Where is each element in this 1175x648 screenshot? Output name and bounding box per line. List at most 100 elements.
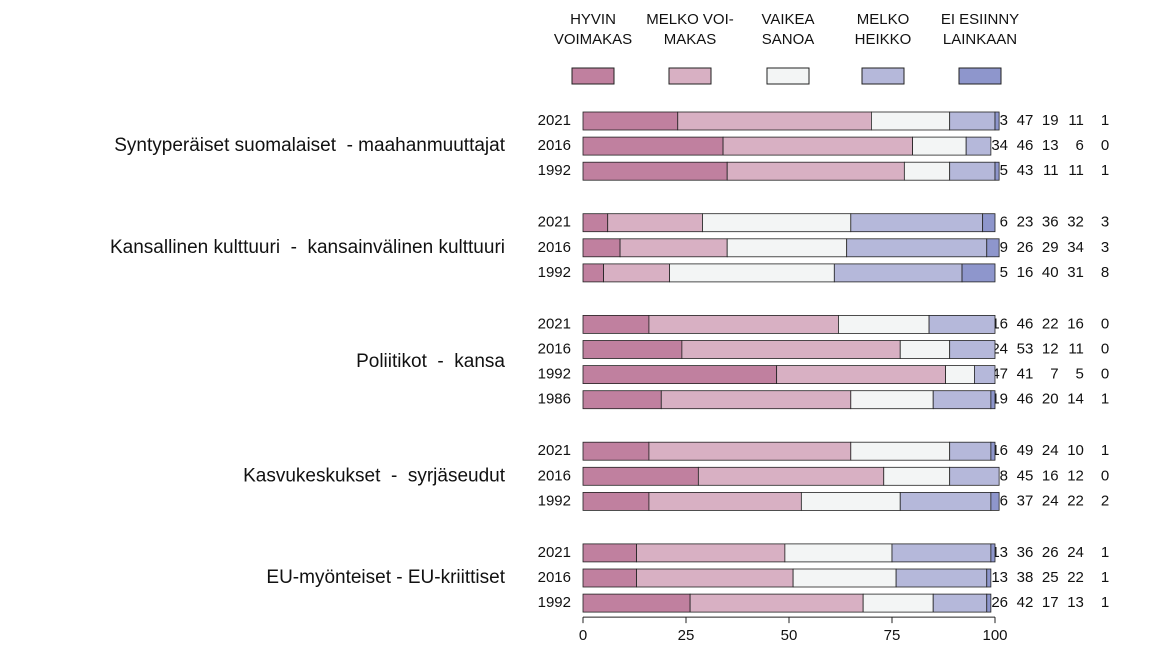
bar-segment bbox=[932, 593, 988, 613]
value-label: 3 bbox=[1101, 214, 1109, 231]
value-label: 24 bbox=[991, 340, 1008, 357]
bar-segment bbox=[648, 491, 802, 511]
bar-segment bbox=[949, 161, 996, 181]
legend-label: MELKO HEIKKO bbox=[854, 11, 912, 48]
x-tick-label: 75 bbox=[884, 627, 901, 644]
bar-segment bbox=[726, 238, 848, 258]
value-label: 26 bbox=[1017, 239, 1034, 256]
legend-label: HYVIN VOIMAKAS bbox=[553, 11, 633, 48]
bar-segment bbox=[636, 568, 794, 588]
group-label: Kansallinen kulttuuri - kansainvälinen k… bbox=[110, 237, 505, 258]
value-label: 46 bbox=[1017, 315, 1034, 332]
bar-segment bbox=[990, 441, 996, 461]
x-tick-label: 25 bbox=[678, 627, 695, 644]
value-label: 6 bbox=[1000, 214, 1008, 231]
bar-segment bbox=[982, 213, 996, 233]
bar-segment bbox=[681, 340, 901, 359]
group-label: Kasvukeskukset - syrjäseudut bbox=[243, 465, 506, 486]
bar-segment bbox=[850, 213, 984, 233]
value-label: 45 bbox=[1017, 467, 1034, 484]
value-label: 0 bbox=[1101, 467, 1109, 484]
legend-label: EI ESIINNY LAINKAAN bbox=[940, 11, 1020, 48]
value-label: 38 bbox=[1017, 569, 1034, 586]
value-label: 1 bbox=[1101, 569, 1109, 586]
bar-segment bbox=[986, 238, 1000, 258]
bar-segment bbox=[702, 213, 852, 233]
value-label: 34 bbox=[991, 137, 1008, 154]
year-label: 1992 bbox=[538, 366, 571, 383]
x-tick-label: 0 bbox=[579, 627, 587, 644]
bar-segment bbox=[582, 466, 699, 486]
value-label: 0 bbox=[1101, 366, 1109, 383]
year-label: 2021 bbox=[538, 112, 571, 129]
bar-segment bbox=[949, 340, 996, 359]
bar-segment bbox=[582, 161, 728, 181]
value-label: 3 bbox=[1101, 239, 1109, 256]
year-label: 2021 bbox=[538, 315, 571, 332]
bar-segment bbox=[961, 263, 996, 283]
bar-segment bbox=[648, 314, 839, 334]
bar-segment bbox=[994, 161, 1000, 181]
legend-swatch bbox=[571, 67, 615, 85]
value-label: 49 bbox=[1017, 442, 1034, 459]
bar-segment bbox=[850, 390, 934, 410]
bar-segment bbox=[838, 314, 930, 334]
bar-segment bbox=[582, 238, 621, 258]
value-label: 47 bbox=[1017, 112, 1034, 129]
year-label: 1992 bbox=[538, 264, 571, 281]
year-label: 2021 bbox=[538, 214, 571, 231]
bar-segment bbox=[974, 365, 996, 385]
bar-segment bbox=[582, 568, 637, 588]
bar-segment bbox=[582, 543, 637, 563]
bar-segment bbox=[726, 161, 905, 181]
value-label: 1 bbox=[1101, 391, 1109, 408]
bar-segment bbox=[582, 213, 609, 233]
bar-segment bbox=[990, 543, 996, 563]
value-label: 0 bbox=[1101, 137, 1109, 154]
value-label: 1 bbox=[1101, 594, 1109, 611]
bar-segment bbox=[871, 111, 951, 131]
value-label: 24 bbox=[1067, 544, 1084, 561]
year-label: 2016 bbox=[538, 340, 571, 357]
bar-segment bbox=[582, 340, 683, 359]
value-label: 1 bbox=[1101, 112, 1109, 129]
value-label: 13 bbox=[1042, 137, 1059, 154]
bar-segment bbox=[582, 593, 691, 613]
year-label: 1992 bbox=[538, 162, 571, 179]
bar-segment bbox=[833, 263, 963, 283]
bar-segment bbox=[994, 111, 1000, 131]
value-label: 1 bbox=[1101, 162, 1109, 179]
value-label: 6 bbox=[1076, 137, 1084, 154]
value-label: 7 bbox=[1050, 366, 1058, 383]
value-label: 2 bbox=[1101, 492, 1109, 509]
bar-segment bbox=[697, 466, 885, 486]
bar-segment bbox=[582, 365, 778, 385]
value-label: 13 bbox=[1067, 594, 1084, 611]
year-label: 2021 bbox=[538, 442, 571, 459]
value-label: 1 bbox=[1101, 442, 1109, 459]
bar-segment bbox=[986, 593, 992, 613]
bar-segment bbox=[949, 111, 996, 131]
value-label: 42 bbox=[1017, 594, 1034, 611]
value-label: 10 bbox=[1067, 442, 1084, 459]
group-label: Poliitikot - kansa bbox=[356, 351, 505, 372]
value-label: 53 bbox=[1017, 340, 1034, 357]
x-tick-label: 50 bbox=[781, 627, 798, 644]
bar-segment bbox=[792, 568, 897, 588]
bar-segment bbox=[689, 593, 864, 613]
value-label: 25 bbox=[1042, 569, 1059, 586]
value-label: 0 bbox=[1101, 315, 1109, 332]
value-label: 32 bbox=[1067, 214, 1084, 231]
year-label: 2016 bbox=[538, 467, 571, 484]
value-label: 11 bbox=[1068, 162, 1084, 179]
value-label: 19 bbox=[1042, 112, 1059, 129]
bar-segment bbox=[932, 390, 992, 410]
value-label: 17 bbox=[1042, 594, 1059, 611]
legend-label: VAIKEA SANOA bbox=[761, 11, 815, 48]
value-label: 24 bbox=[1042, 442, 1059, 459]
value-label: 24 bbox=[1042, 492, 1059, 509]
value-label: 5 bbox=[1000, 264, 1008, 281]
bar-segment bbox=[945, 365, 975, 385]
bar-segment bbox=[846, 238, 988, 258]
